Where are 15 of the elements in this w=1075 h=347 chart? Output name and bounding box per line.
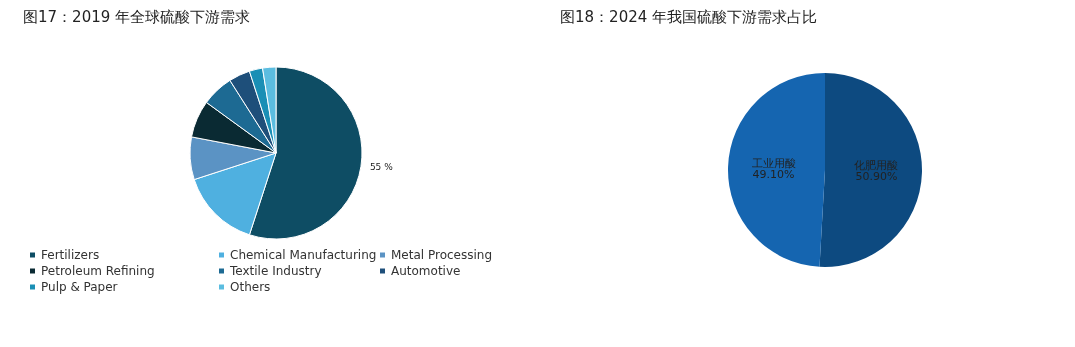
legend-label: Others (230, 280, 271, 294)
data-label: 55 % (369, 162, 394, 173)
legend-label: Fertilizers (41, 248, 100, 262)
legend-label: Textile Industry (229, 264, 322, 278)
data-label: 49.10% (752, 167, 795, 181)
chart-title: 图18：2024 年我国硫酸下游需求占比 (560, 7, 818, 26)
slice-label: 化肥用酸 (854, 159, 899, 173)
legend-label: Automotive (391, 264, 461, 278)
legend-label: Metal Processing (391, 248, 493, 262)
legend-label: Petroleum Refining (41, 264, 155, 278)
legend-label: Pulp & Paper (41, 280, 118, 294)
legend-label: Chemical Manufacturing (230, 248, 377, 262)
slice-label: 工业用酸 (751, 156, 796, 170)
chart-title: 图17：2019 年全球硫酸下游需求 (23, 7, 251, 26)
data-label: 50.90% (855, 170, 898, 184)
